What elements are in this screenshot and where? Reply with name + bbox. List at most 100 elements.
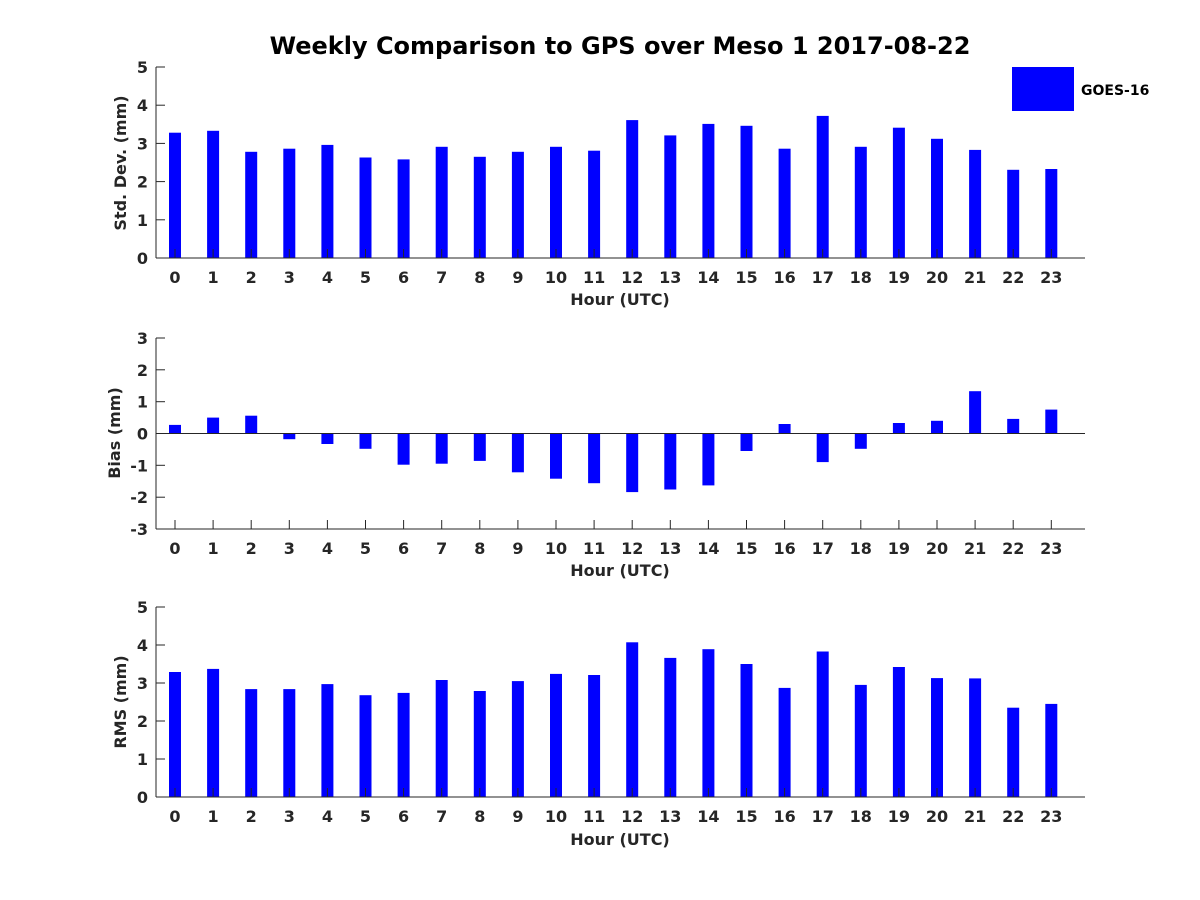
bias-x-tick-label-22: 22 bbox=[1002, 539, 1024, 558]
bias-bar-hour-0 bbox=[169, 424, 181, 434]
bias-bar-hour-18 bbox=[854, 433, 867, 449]
std-bar-hour-5 bbox=[359, 157, 372, 258]
rms-x-axis-label: Hour (UTC) bbox=[570, 830, 670, 849]
std-x-tick-label-16: 16 bbox=[773, 268, 795, 287]
rms-y-axis-label: RMS (mm) bbox=[111, 655, 130, 748]
rms-bar-hour-0 bbox=[169, 672, 181, 797]
rms-bar-hour-13 bbox=[664, 657, 677, 797]
bias-bar-hour-3 bbox=[283, 433, 296, 440]
bias-bar-hour-11 bbox=[588, 433, 601, 484]
bias-bar-hour-12 bbox=[626, 433, 639, 493]
bias-bar-hour-6 bbox=[397, 433, 410, 465]
bias-bar-hour-8 bbox=[473, 433, 486, 461]
legend: GOES-16 bbox=[1012, 67, 1149, 111]
std-y-tick-label-1: 1 bbox=[137, 211, 148, 230]
rms-x-tick-label-3: 3 bbox=[284, 807, 295, 826]
rms-x-tick-label-18: 18 bbox=[850, 807, 872, 826]
bias-bar-hour-16 bbox=[778, 424, 791, 434]
rms-y-tick-label-2: 2 bbox=[137, 712, 148, 731]
rms-bar-hour-4 bbox=[321, 684, 334, 797]
rms-y-tick-label-3: 3 bbox=[137, 674, 148, 693]
legend-swatch-goes-16 bbox=[1012, 67, 1074, 111]
rms-x-tick-label-2: 2 bbox=[246, 807, 257, 826]
std-x-tick-label-19: 19 bbox=[888, 268, 910, 287]
std-bar-hour-0 bbox=[169, 132, 181, 258]
std-bar-hour-17 bbox=[816, 115, 829, 259]
bias-x-tick-label-20: 20 bbox=[926, 539, 948, 558]
rms-bar-hour-23 bbox=[1045, 703, 1058, 797]
rms-bar-hour-2 bbox=[245, 689, 258, 797]
std-bar-hour-15 bbox=[740, 125, 753, 258]
rms-x-tick-label-0: 0 bbox=[169, 807, 180, 826]
bias-x-tick-label-7: 7 bbox=[436, 539, 447, 558]
std-y-tick-label-5: 5 bbox=[137, 58, 148, 77]
rms-bar-hour-9 bbox=[511, 681, 524, 797]
rms-bar-hour-21 bbox=[969, 678, 982, 797]
bias-x-tick-label-6: 6 bbox=[398, 539, 409, 558]
std-bar-hour-12 bbox=[626, 120, 639, 258]
bias-y-tick-label-1: -2 bbox=[130, 488, 148, 507]
std-x-tick-label-8: 8 bbox=[474, 268, 485, 287]
rms-x-tick-label-17: 17 bbox=[812, 807, 834, 826]
bias-x-tick-label-15: 15 bbox=[735, 539, 757, 558]
std-bar-hour-14 bbox=[702, 123, 715, 259]
std-bar-hour-19 bbox=[892, 127, 905, 258]
std-bar-hour-10 bbox=[550, 146, 562, 258]
rms-bar-hour-17 bbox=[816, 651, 829, 797]
rms-bar-hour-1 bbox=[207, 668, 220, 797]
std-bar-hour-1 bbox=[207, 130, 220, 258]
bias-x-tick-label-16: 16 bbox=[773, 539, 795, 558]
bias-bar-hour-4 bbox=[321, 433, 334, 444]
std-bar-hour-16 bbox=[778, 148, 791, 258]
rms-x-tick-label-4: 4 bbox=[322, 807, 333, 826]
bias-y-tick-label-0: -3 bbox=[130, 520, 148, 539]
rms-bar-hour-12 bbox=[626, 642, 639, 797]
bias-x-tick-label-17: 17 bbox=[812, 539, 834, 558]
rms-bar-hour-6 bbox=[397, 692, 410, 797]
bias-x-tick-label-13: 13 bbox=[659, 539, 681, 558]
rms-x-tick-label-5: 5 bbox=[360, 807, 371, 826]
std-x-tick-label-3: 3 bbox=[284, 268, 295, 287]
bias-x-tick-label-12: 12 bbox=[621, 539, 643, 558]
legend-label-goes-16: GOES-16 bbox=[1081, 83, 1149, 99]
std-x-tick-label-15: 15 bbox=[735, 268, 757, 287]
bias-x-tick-label-21: 21 bbox=[964, 539, 986, 558]
rms-bar-hour-16 bbox=[778, 687, 791, 797]
rms-x-tick-label-19: 19 bbox=[888, 807, 910, 826]
std-x-tick-label-20: 20 bbox=[926, 268, 948, 287]
std-y-tick-label-4: 4 bbox=[137, 96, 148, 115]
bias-bar-hour-10 bbox=[550, 433, 562, 479]
bias-y-tick-label-3: 0 bbox=[137, 425, 148, 444]
rms-bar-hour-8 bbox=[473, 691, 486, 797]
std-x-tick-label-13: 13 bbox=[659, 268, 681, 287]
bias-bar-hour-23 bbox=[1045, 409, 1058, 434]
rms-bar-hour-3 bbox=[283, 689, 296, 797]
bias-bar-hour-21 bbox=[969, 391, 982, 434]
bias-y-tick-label-4: 1 bbox=[137, 393, 148, 412]
rms-y-tick-label-1: 1 bbox=[137, 750, 148, 769]
bias-y-tick-label-2: -1 bbox=[130, 456, 148, 475]
bias-bar-hour-9 bbox=[511, 433, 524, 473]
std-x-tick-label-11: 11 bbox=[583, 268, 605, 287]
std-x-tick-label-6: 6 bbox=[398, 268, 409, 287]
bias-x-tick-label-19: 19 bbox=[888, 539, 910, 558]
bias-bar-hour-17 bbox=[816, 433, 829, 463]
rms-x-tick-label-9: 9 bbox=[512, 807, 523, 826]
bias-y-axis-label: Bias (mm) bbox=[105, 387, 124, 479]
bias-x-tick-label-8: 8 bbox=[474, 539, 485, 558]
bias-x-tick-label-23: 23 bbox=[1040, 539, 1062, 558]
std-bar-hour-13 bbox=[664, 135, 677, 258]
rms-bar-hour-18 bbox=[854, 684, 867, 797]
rms-bar-hour-7 bbox=[435, 680, 448, 797]
bias-bar-hour-20 bbox=[931, 420, 943, 434]
rms-bar-hour-10 bbox=[550, 673, 562, 797]
chart-title: Weekly Comparison to GPS over Meso 1 201… bbox=[270, 32, 971, 60]
rms-x-tick-label-22: 22 bbox=[1002, 807, 1024, 826]
bias-x-tick-label-3: 3 bbox=[284, 539, 295, 558]
bias-x-tick-label-2: 2 bbox=[246, 539, 257, 558]
bias-y-tick-label-6: 3 bbox=[137, 329, 148, 348]
std-x-axis-label: Hour (UTC) bbox=[570, 290, 670, 309]
std-x-tick-label-12: 12 bbox=[621, 268, 643, 287]
bias-x-tick-label-4: 4 bbox=[322, 539, 333, 558]
